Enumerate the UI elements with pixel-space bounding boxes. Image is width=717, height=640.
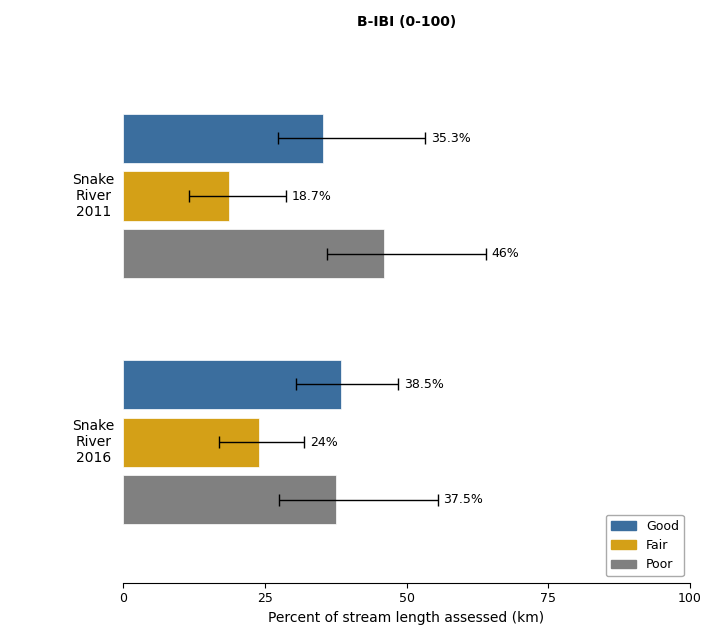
Bar — [123, 360, 341, 409]
Text: 24%: 24% — [310, 436, 338, 449]
Text: 35.3%: 35.3% — [431, 132, 470, 145]
Bar — [123, 475, 336, 524]
Bar — [123, 114, 323, 163]
Text: 18.7%: 18.7% — [291, 189, 331, 202]
X-axis label: Percent of stream length assessed (km): Percent of stream length assessed (km) — [268, 611, 545, 625]
Text: 37.5%: 37.5% — [443, 493, 483, 506]
Bar — [123, 172, 229, 221]
Bar — [123, 417, 259, 467]
Title: B-IBI (0-100): B-IBI (0-100) — [357, 15, 456, 29]
Bar — [123, 229, 384, 278]
Text: 38.5%: 38.5% — [404, 378, 444, 391]
Legend: Good, Fair, Poor: Good, Fair, Poor — [606, 515, 684, 577]
Text: Snake
River
2011: Snake River 2011 — [72, 173, 115, 220]
Text: 46%: 46% — [492, 247, 519, 260]
Text: Snake
River
2016: Snake River 2016 — [72, 419, 115, 465]
